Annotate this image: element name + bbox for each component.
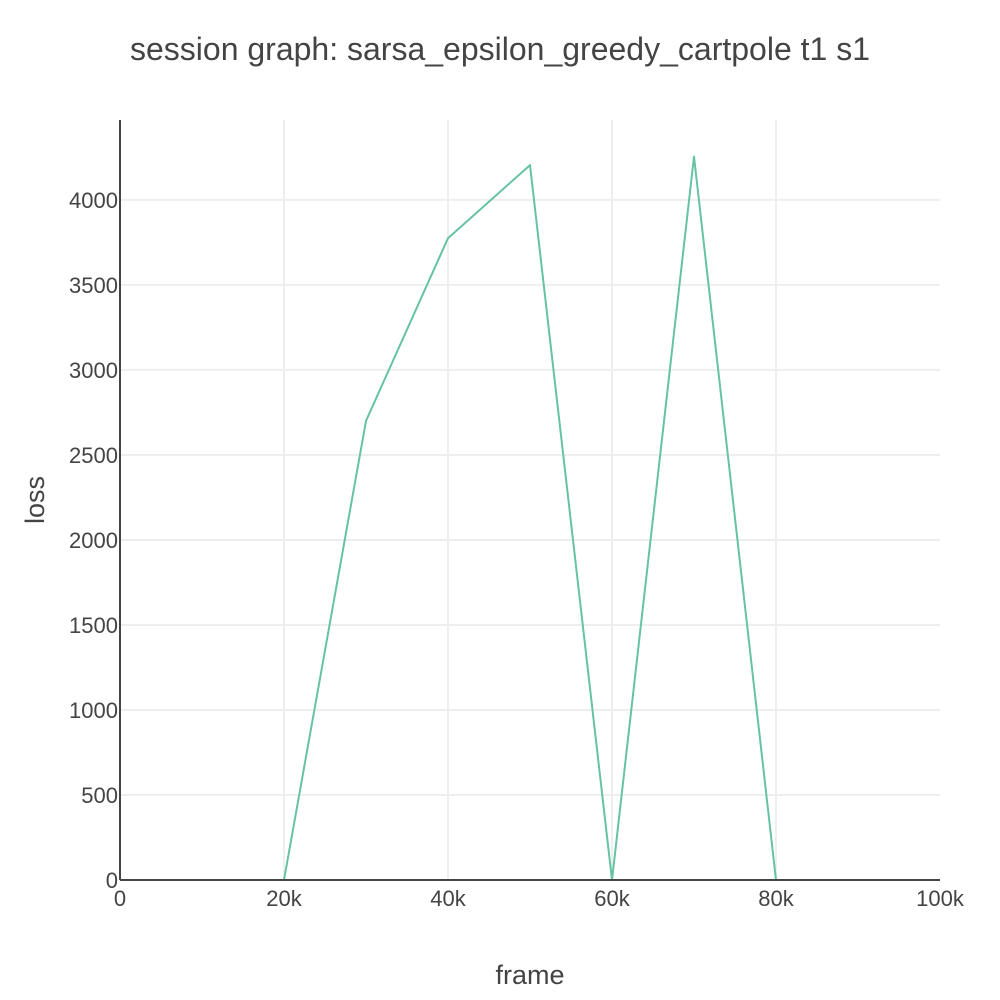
- chart-title: session graph: sarsa_epsilon_greedy_cart…: [130, 31, 870, 67]
- tick-labels: 0 500 1000 1500 2000 2500 3000 3500 4000 0 20k 40k 6…: [69, 188, 965, 911]
- y-tick-label: 0: [106, 868, 118, 893]
- y-tick-label: 3000: [69, 358, 118, 383]
- x-tick-label: 60k: [594, 886, 630, 911]
- y-tick-label: 500: [81, 783, 118, 808]
- y-tick-label: 1000: [69, 698, 118, 723]
- axes: [119, 120, 940, 881]
- x-tick-label: 100k: [916, 886, 965, 911]
- y-tick-label: 4000: [69, 188, 118, 213]
- x-tick-label: 80k: [758, 886, 794, 911]
- x-tick-label: 0: [114, 886, 126, 911]
- y-tick-label: 1500: [69, 613, 118, 638]
- y-tick-label: 3500: [69, 273, 118, 298]
- x-tick-label: 20k: [266, 886, 302, 911]
- series-line: [202, 155, 940, 881]
- grid: [120, 120, 940, 880]
- x-axis-title: frame: [495, 960, 564, 990]
- series-layer: [202, 155, 940, 881]
- y-tick-label: 2500: [69, 443, 118, 468]
- y-tick-label: 2000: [69, 528, 118, 553]
- y-axis-title: loss: [20, 476, 50, 524]
- x-tick-label: 40k: [430, 886, 466, 911]
